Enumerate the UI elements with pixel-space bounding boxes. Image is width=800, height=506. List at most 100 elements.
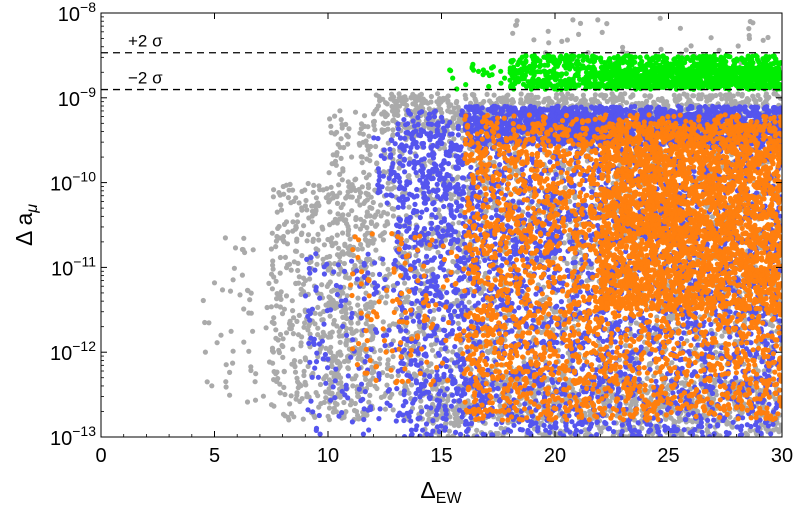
data-point xyxy=(533,94,539,100)
data-point xyxy=(385,388,391,394)
data-point xyxy=(396,165,402,171)
data-point xyxy=(277,331,284,338)
data-point xyxy=(314,261,320,267)
data-point xyxy=(302,203,308,209)
data-point xyxy=(316,404,322,410)
data-point xyxy=(361,296,367,302)
data-point xyxy=(403,295,409,301)
data-point xyxy=(334,200,341,206)
data-point xyxy=(385,361,391,367)
data-point xyxy=(735,43,741,49)
data-point xyxy=(440,96,446,102)
data-point xyxy=(375,103,381,109)
data-point xyxy=(377,356,383,362)
data-point xyxy=(370,119,377,125)
data-point xyxy=(343,297,349,303)
data-point xyxy=(290,346,296,352)
data-point xyxy=(382,343,388,349)
data-point xyxy=(338,136,344,142)
data-point xyxy=(317,431,323,437)
data-point xyxy=(329,161,335,167)
data-point xyxy=(313,359,320,365)
data-point xyxy=(491,159,497,166)
data-point xyxy=(455,174,461,180)
data-point xyxy=(463,96,469,102)
data-point xyxy=(326,300,332,306)
data-point xyxy=(250,328,256,334)
data-point xyxy=(277,304,283,310)
data-point xyxy=(268,246,274,252)
data-point xyxy=(750,93,756,99)
data-point xyxy=(353,408,360,415)
data-point xyxy=(390,321,396,327)
data-point xyxy=(301,368,307,374)
data-point xyxy=(253,371,259,377)
data-point xyxy=(349,310,355,316)
data-point xyxy=(677,25,684,31)
data-point xyxy=(281,368,287,374)
data-point xyxy=(302,320,308,326)
data-point xyxy=(356,386,362,392)
data-point xyxy=(431,307,437,313)
data-point xyxy=(348,398,354,404)
data-point xyxy=(301,223,307,229)
data-point xyxy=(445,397,451,403)
data-point xyxy=(473,98,479,104)
data-point xyxy=(428,342,434,348)
data-point xyxy=(386,327,392,333)
data-point xyxy=(334,220,340,226)
data-point xyxy=(280,336,286,342)
data-point xyxy=(330,384,336,390)
data-point xyxy=(325,334,331,340)
data-point xyxy=(338,117,344,123)
data-point xyxy=(309,219,315,225)
data-point xyxy=(335,211,341,217)
data-point xyxy=(237,292,243,298)
data-point xyxy=(288,393,294,399)
data-point xyxy=(422,336,428,342)
data-point xyxy=(319,282,325,288)
data-point xyxy=(337,190,343,196)
data-point xyxy=(364,213,370,219)
data-point xyxy=(390,117,397,123)
data-point xyxy=(279,311,286,317)
data-point xyxy=(355,295,361,301)
data-point xyxy=(329,329,335,335)
data-point xyxy=(451,420,457,426)
data-point xyxy=(280,354,286,360)
data-point xyxy=(358,241,364,248)
data-point xyxy=(324,261,330,267)
data-point xyxy=(518,91,524,97)
data-point xyxy=(324,283,330,289)
data-point xyxy=(228,328,234,334)
data-point xyxy=(304,207,310,213)
data-point xyxy=(322,374,328,380)
data-point xyxy=(309,374,315,380)
data-point xyxy=(364,197,370,203)
data-point xyxy=(348,326,354,332)
data-point xyxy=(683,47,689,53)
data-point xyxy=(361,416,367,423)
data-point xyxy=(305,232,312,238)
data-point xyxy=(281,384,287,390)
data-point xyxy=(304,256,310,262)
data-point xyxy=(248,290,254,296)
data-point xyxy=(374,222,380,228)
data-point xyxy=(287,401,293,407)
data-point xyxy=(341,399,347,406)
data-point xyxy=(247,297,253,303)
data-point xyxy=(345,373,351,379)
data-point xyxy=(334,232,340,238)
data-point xyxy=(315,231,321,237)
data-point xyxy=(390,283,396,289)
data-point xyxy=(209,383,215,389)
data-point xyxy=(248,310,254,316)
data-point xyxy=(487,98,493,104)
data-point xyxy=(419,98,425,104)
data-point xyxy=(285,195,291,201)
data-point xyxy=(294,219,301,225)
data-point xyxy=(330,152,336,158)
data-point xyxy=(306,265,312,272)
data-point xyxy=(296,312,302,318)
